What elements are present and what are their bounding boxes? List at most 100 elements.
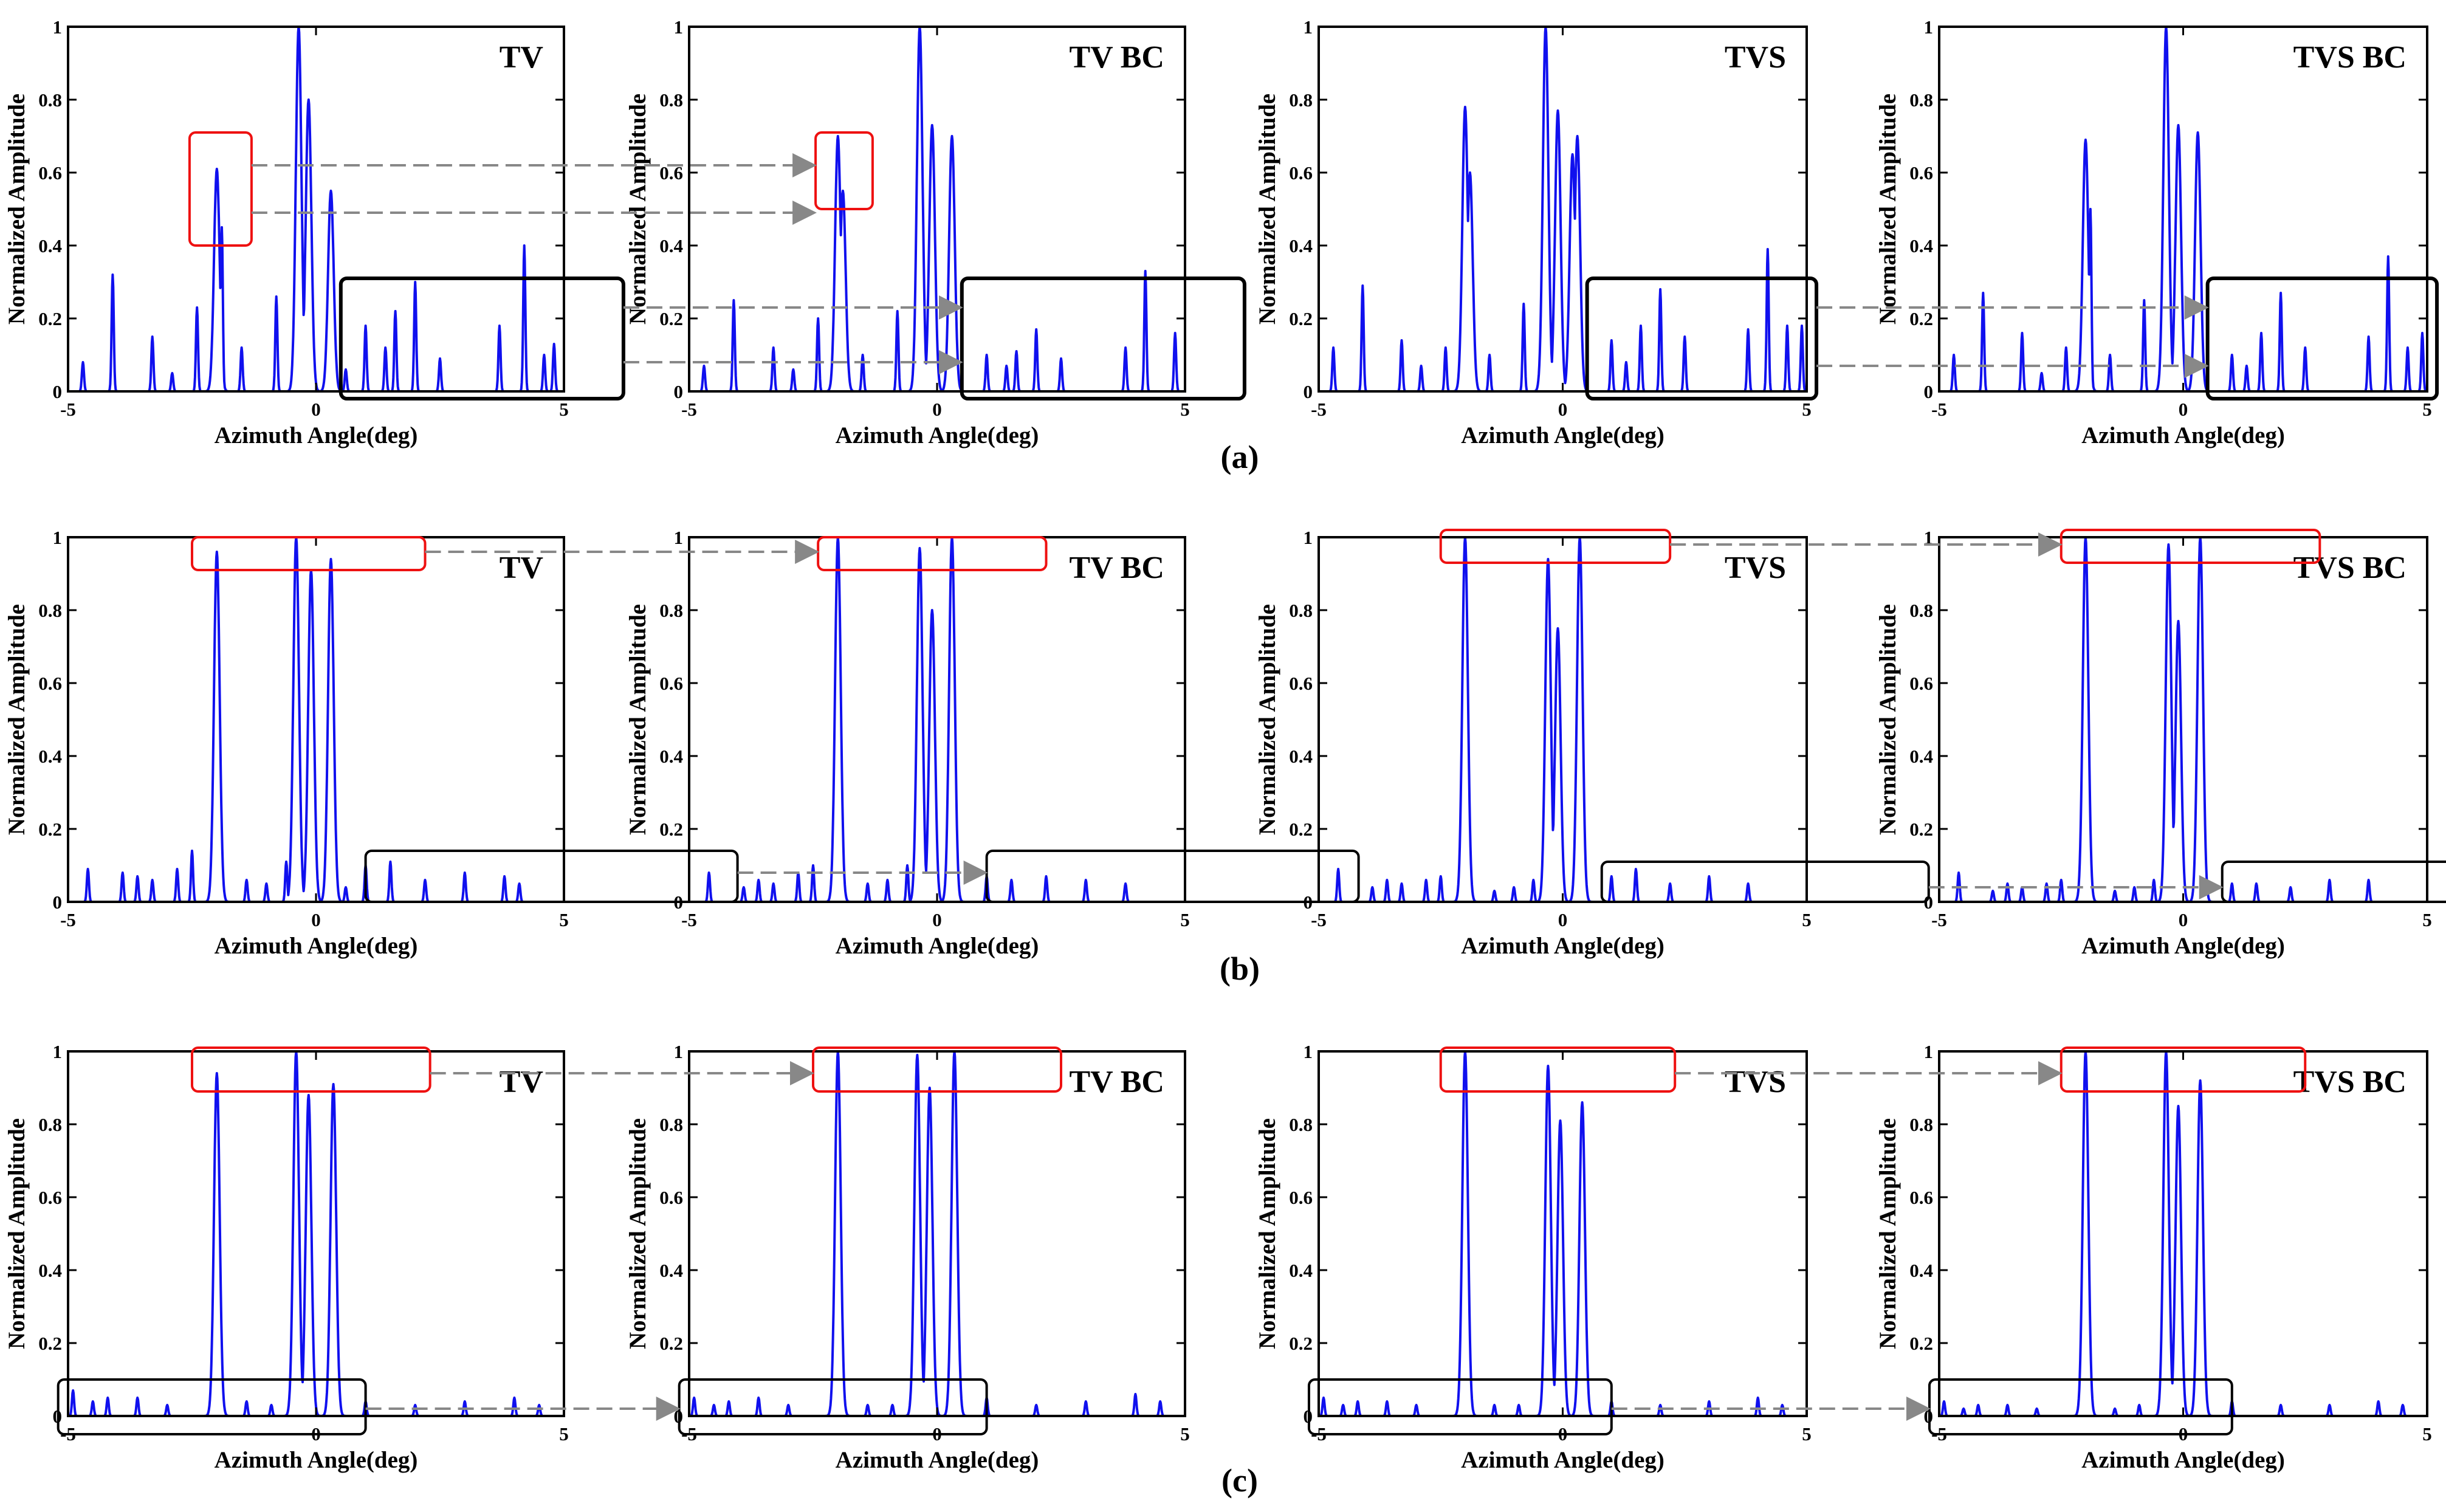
y-axis-title: Normalized Amplitude: [1875, 604, 1901, 835]
panel-title: TV: [500, 40, 543, 75]
y-axis-title: Normalized Amplitude: [625, 94, 651, 325]
y-tick-label: 0.6: [1289, 162, 1313, 184]
y-tick-label: 0.6: [659, 673, 683, 694]
annotations-layer: [57, 131, 2446, 1435]
y-tick-label: 0.4: [659, 746, 683, 767]
y-tick-label: 0.8: [1909, 1114, 1933, 1135]
y-tick-label: 0.6: [1289, 673, 1313, 694]
y-tick-label: 1: [674, 527, 684, 548]
series-line: [1938, 26, 2428, 393]
x-tick-label: -5: [1311, 909, 1327, 930]
y-axis-title: Normalized Amplitude: [1875, 94, 1901, 325]
y-tick-label: 0.6: [38, 1187, 62, 1208]
y-tick-label: 0.8: [659, 1114, 683, 1135]
x-tick-label: 5: [1802, 909, 1812, 930]
y-tick-label: 0.4: [1909, 746, 1933, 767]
x-tick-label: 0: [932, 909, 942, 930]
y-axis-title: Normalized Amplitude: [1254, 604, 1280, 835]
x-tick-label: 0: [311, 399, 321, 420]
highlight-box-red: [2060, 529, 2321, 564]
x-tick-label: -5: [60, 399, 76, 420]
y-tick-label: 0.8: [659, 89, 683, 111]
y-axis-title: Normalized Amplitude: [1254, 1118, 1280, 1349]
y-tick-label: 0.8: [659, 600, 683, 621]
y-tick-label: 0.6: [38, 673, 62, 694]
highlight-box-red: [1439, 529, 1672, 564]
highlight-box-black: [1585, 277, 1819, 400]
y-tick-label: 0: [53, 892, 63, 913]
x-axis-title: Azimuth Angle(deg): [2081, 1447, 2285, 1473]
y-tick-label: 1: [1304, 1041, 1313, 1062]
series-line: [67, 1050, 565, 1417]
x-axis-title: Azimuth Angle(deg): [836, 933, 1039, 959]
y-tick-label: 0.2: [1289, 308, 1313, 329]
x-tick-label: 5: [1180, 399, 1190, 420]
panel-title: TVS: [1725, 1065, 1786, 1099]
y-tick-label: 0: [53, 381, 63, 402]
x-tick-label: -5: [60, 909, 76, 930]
y-tick-label: 0.6: [38, 162, 62, 184]
x-axis-title: Azimuth Angle(deg): [2081, 422, 2285, 448]
y-tick-label: 0.4: [1289, 235, 1313, 256]
row-label-a: (a): [1221, 439, 1259, 475]
x-tick-label: 0: [1558, 909, 1568, 930]
y-tick-label: 0.2: [1289, 1333, 1313, 1354]
y-tick-label: 0.2: [1909, 1333, 1933, 1354]
highlight-box-red: [191, 1046, 431, 1093]
x-tick-label: -5: [681, 909, 697, 930]
x-tick-label: 0: [1558, 399, 1568, 420]
y-tick-label: 0.6: [1909, 1187, 1933, 1208]
x-tick-label: -5: [1931, 909, 1947, 930]
highlight-box-red: [188, 131, 253, 247]
x-tick-label: 5: [1180, 1423, 1190, 1445]
x-tick-label: 0: [311, 909, 321, 930]
y-tick-label: 0.8: [1289, 1114, 1313, 1135]
y-tick-label: 0.4: [38, 746, 62, 767]
y-tick-label: 0.2: [38, 308, 62, 329]
highlight-box-black: [57, 1378, 367, 1435]
highlight-box-black: [1600, 861, 1930, 903]
highlight-box-red: [1439, 1046, 1677, 1093]
y-axis-title: Normalized Amplitude: [625, 1118, 651, 1349]
x-axis-title: Azimuth Angle(deg): [2081, 933, 2285, 959]
y-tick-label: 0.8: [38, 1114, 62, 1135]
y-tick-label: 1: [674, 16, 684, 38]
x-tick-label: 5: [1802, 1423, 1812, 1445]
x-axis-title: Azimuth Angle(deg): [1461, 422, 1664, 448]
y-tick-label: 0.6: [1909, 162, 1933, 184]
y-tick-label: 1: [53, 527, 63, 548]
panel-title: TV BC: [1069, 40, 1164, 75]
x-axis-title: Azimuth Angle(deg): [1461, 933, 1664, 959]
series-line: [67, 26, 565, 393]
x-axis-title: Azimuth Angle(deg): [215, 1447, 418, 1473]
x-tick-label: 5: [1180, 909, 1190, 930]
highlight-box-black: [338, 277, 625, 400]
y-tick-label: 0.2: [1909, 819, 1933, 840]
y-tick-label: 0.4: [1289, 746, 1313, 767]
y-tick-label: 0.6: [659, 1187, 683, 1208]
x-tick-label: 5: [559, 909, 569, 930]
y-tick-label: 0.4: [659, 1260, 683, 1281]
x-tick-label: 5: [559, 1423, 569, 1445]
y-tick-label: 0.4: [38, 235, 62, 256]
series-line: [1317, 1050, 1808, 1417]
y-tick-label: 0: [1924, 892, 1934, 913]
x-tick-label: -5: [681, 399, 697, 420]
axes-frame: [67, 26, 565, 393]
panel-title: TVS BC: [2293, 1065, 2406, 1099]
series-line: [688, 536, 1186, 903]
y-tick-label: 1: [1924, 527, 1934, 548]
x-axis-title: Azimuth Angle(deg): [836, 1447, 1039, 1473]
series-line: [1938, 536, 2428, 903]
x-tick-label: 5: [2422, 1423, 2432, 1445]
y-tick-label: 0.2: [1289, 819, 1313, 840]
y-tick-label: 0.2: [659, 819, 683, 840]
y-tick-label: 0.2: [38, 819, 62, 840]
